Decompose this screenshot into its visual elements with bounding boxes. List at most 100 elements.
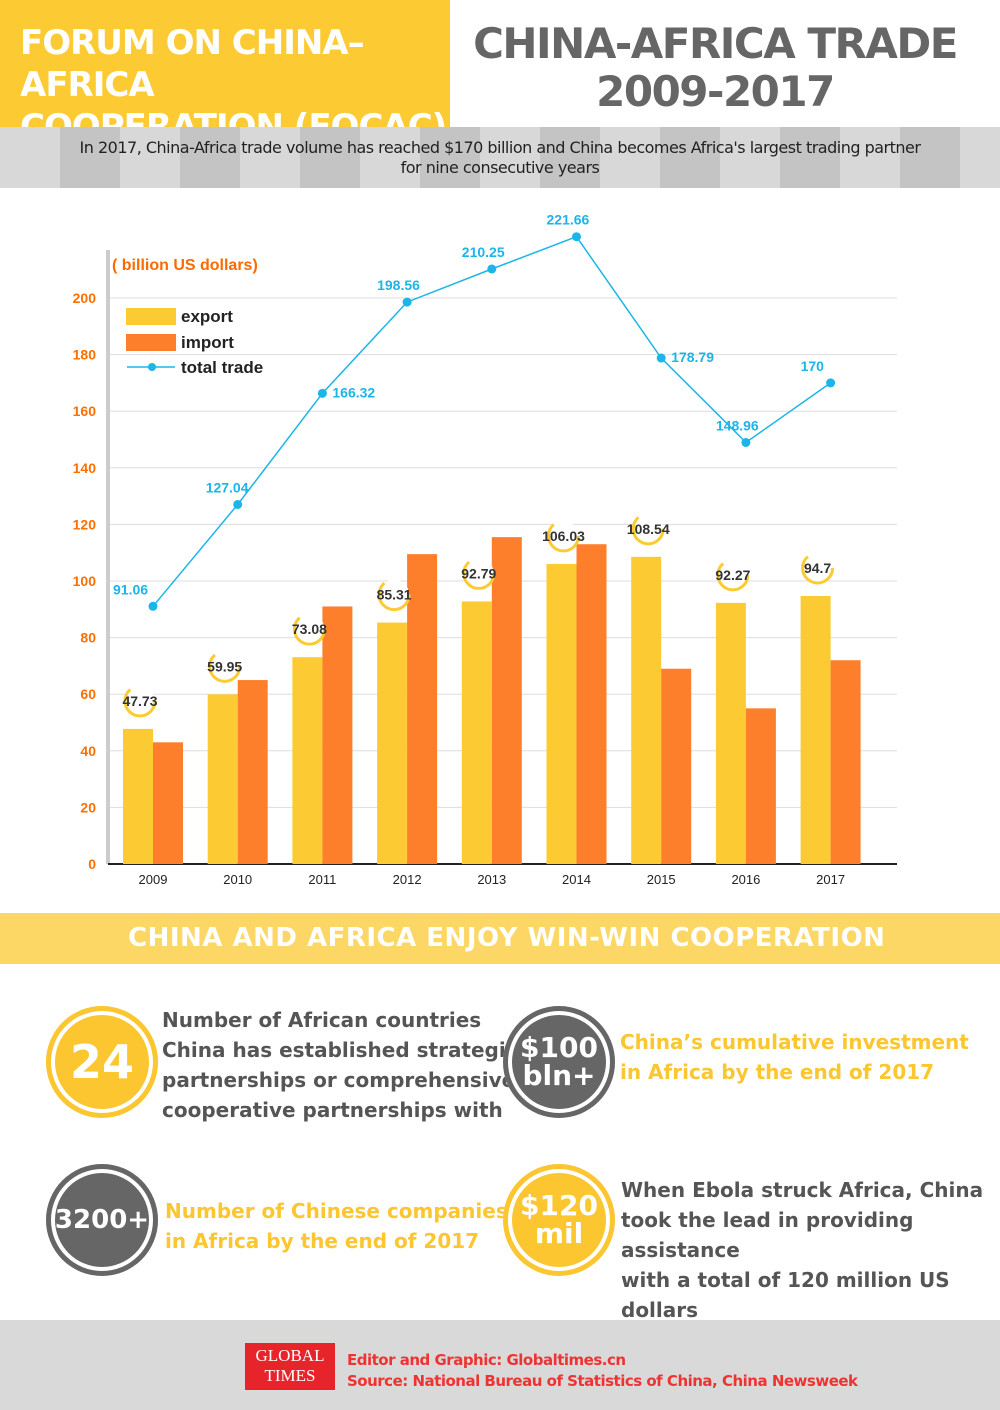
import-bar (237, 680, 268, 864)
export-data-label: 73.08 (292, 621, 327, 637)
total-trade-point (317, 388, 327, 398)
export-label-ring (462, 556, 496, 590)
focac-title: FORUM ON CHINA–AFRICACOOPERATION (FOCAC) (0, 0, 450, 147)
import-bar (745, 708, 776, 864)
y-tick-label: 140 (73, 460, 97, 476)
export-data-label: 108.54 (627, 521, 670, 537)
export-bar (715, 602, 746, 864)
x-tick-label: 2013 (477, 872, 506, 887)
stat-circle-ebola: $120 mil (503, 1164, 615, 1276)
section-title: CHINA AND AFRICA ENJOY WIN-WIN COOPERATI… (0, 913, 1000, 964)
y-tick-label: 100 (73, 573, 97, 589)
stat-circle-investment: $100 bln+ (503, 1006, 615, 1118)
export-label-ring (547, 519, 580, 553)
stat-line: Number of African countries (162, 1008, 482, 1032)
import-bar (407, 554, 438, 864)
page-title: CHINA-AFRICA TRADE 2009-2017 (470, 20, 960, 116)
stat-line: cooperative partnerships with (162, 1098, 503, 1122)
import-bar (661, 668, 692, 864)
total-trade-label: 91.06 (113, 581, 148, 597)
export-label-ring (716, 558, 750, 592)
total-trade-point (572, 232, 581, 242)
export-data-label: 106.03 (542, 528, 585, 544)
stat-text-investment: China’s cumulative investment in Africa b… (620, 1027, 969, 1087)
stat-line: took the lead in providing assistance (621, 1208, 914, 1262)
export-data-label: 92.27 (715, 567, 750, 583)
export-data-label: 85.31 (377, 587, 412, 603)
stat-line: in Africa by the end of 2017 (620, 1060, 935, 1084)
total-trade-label: 198.56 (377, 277, 420, 293)
total-trade-point (826, 378, 836, 388)
source-credit: Source: National Bureau of Statistics of… (347, 1372, 858, 1390)
legend-total-point (148, 363, 156, 371)
export-data-label: 59.95 (207, 658, 242, 674)
total-trade-point (148, 601, 158, 611)
legend-export-swatch (126, 308, 176, 325)
x-tick-label: 2014 (562, 872, 591, 887)
total-trade-label: 210.25 (462, 244, 505, 260)
x-tick-label: 2015 (647, 872, 676, 887)
x-tick-label: 2011 (308, 872, 336, 887)
total-trade-point (402, 297, 412, 307)
x-tick-label: 2016 (731, 872, 760, 887)
total-trade-point (656, 353, 666, 363)
editor-credit: Editor and Graphic: Globaltimes.cn (347, 1351, 626, 1369)
stat-value: mil (534, 1217, 584, 1250)
y-tick-label: 0 (88, 856, 96, 872)
global-times-logo: GLOBAL TIMES (245, 1343, 335, 1390)
export-bar (800, 595, 831, 864)
stat-line: partnerships or comprehensive (162, 1068, 516, 1092)
export-label-ring (631, 512, 665, 546)
total-trade-label: 178.79 (671, 349, 714, 365)
summary-line: for nine consecutive years (400, 158, 600, 177)
title-line: CHINA-AFRICA TRADE (473, 19, 958, 68)
export-bar (123, 728, 153, 864)
total-trade-label: 221.66 (547, 212, 590, 228)
y-tick-label: 60 (80, 686, 96, 702)
legend-import-swatch (126, 334, 176, 351)
summary-banner: In 2017, China-Africa trade volume has r… (0, 127, 1000, 188)
export-bar (207, 694, 238, 864)
total-trade-label: 148.96 (716, 417, 759, 433)
footer: GLOBAL TIMES Editor and Graphic: Globalti… (0, 1320, 1000, 1410)
stat-value: 3200+ (54, 1205, 150, 1235)
stat-value: 24 (69, 1035, 134, 1089)
stat-line: in Africa by the end of 2017 (165, 1229, 480, 1253)
export-data-label: 92.79 (461, 565, 496, 581)
total-trade-label: 170 (801, 358, 825, 374)
total-trade-point (741, 437, 751, 447)
export-bar (292, 657, 323, 864)
import-bar (153, 742, 183, 864)
stat-line: China has established strategic (162, 1038, 518, 1062)
export-label-ring (801, 551, 835, 585)
total-trade-label: 166.32 (332, 384, 375, 400)
import-bar (830, 660, 861, 864)
y-tick-label: 120 (73, 516, 97, 532)
y-axis-label: ( billion US dollars) (112, 257, 258, 274)
x-tick-label: 2009 (139, 872, 168, 887)
stat-value: $100 (520, 1031, 598, 1064)
import-bar (491, 537, 522, 864)
stat-value: bln+ (522, 1059, 596, 1092)
stat-text-countries: Number of African countries China has est… (162, 1005, 518, 1125)
y-tick-label: 180 (73, 347, 97, 363)
export-label-ring (377, 578, 411, 612)
y-tick-label: 160 (73, 403, 97, 419)
export-label-ring (208, 649, 242, 683)
y-tick-label: 200 (73, 290, 97, 306)
legend-import-label: import (181, 333, 234, 352)
export-bar (546, 563, 577, 864)
export-data-label: 47.73 (122, 693, 157, 709)
x-tick-label: 2010 (223, 872, 252, 887)
y-tick-label: 40 (80, 743, 96, 759)
x-tick-label: 2017 (816, 872, 845, 887)
stat-text-companies: Number of Chinese companies in Africa by … (165, 1196, 508, 1256)
stat-circle-companies: 3200+ (46, 1164, 158, 1276)
import-bar (576, 544, 607, 864)
trade-chart: 0 20 40 60 80 100 120 140 160 180 200 ( billion US … (73, 212, 897, 887)
y-tick-label: 20 (80, 799, 96, 815)
total-trade-point (487, 264, 497, 274)
export-bar (377, 622, 408, 864)
title-line: FORUM ON CHINA–AFRICA (20, 23, 365, 105)
stat-line: with a total of 120 million US dollars (621, 1268, 950, 1322)
